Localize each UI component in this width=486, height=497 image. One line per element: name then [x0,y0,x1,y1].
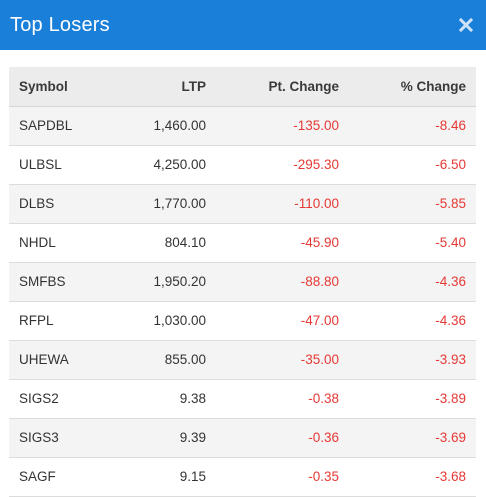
cell-pt-change: -45.90 [216,223,349,263]
table-row[interactable]: UHEWA 855.00 -35.00 -3.93 [9,340,476,380]
cell-ltp: 1,030.00 [109,301,216,341]
modal-header: Top Losers [0,0,486,50]
cell-symbol[interactable]: NHDL [9,223,109,263]
column-header-symbol[interactable]: Symbol [9,67,109,107]
cell-pt-change: -0.36 [216,418,349,458]
table-row[interactable]: SIGS3 9.39 -0.36 -3.69 [9,418,476,458]
column-header-ltp[interactable]: LTP [109,67,216,107]
cell-ltp: 1,460.00 [109,106,216,146]
cell-pct-change: -6.50 [349,145,476,185]
column-header-pct-change[interactable]: % Change [349,67,476,107]
cell-pct-change: -3.93 [349,340,476,380]
column-header-pt-change[interactable]: Pt. Change [216,67,349,107]
cell-pct-change: -5.85 [349,184,476,224]
table-row[interactable]: SMFBS 1,950.20 -88.80 -4.36 [9,262,476,302]
table-row[interactable]: SAPDBL 1,460.00 -135.00 -8.46 [9,106,476,146]
cell-pt-change: -35.00 [216,340,349,380]
cell-pt-change: -0.38 [216,379,349,419]
table-row[interactable]: SAGF 9.15 -0.35 -3.68 [9,457,476,497]
cell-pt-change: -0.35 [216,457,349,497]
cell-pct-change: -4.36 [349,301,476,341]
cell-ltp: 1,950.20 [109,262,216,302]
cell-pt-change: -135.00 [216,106,349,146]
cell-pt-change: -110.00 [216,184,349,224]
table-row[interactable]: RFPL 1,030.00 -47.00 -4.36 [9,301,476,341]
modal-title: Top Losers [10,13,110,36]
cell-pt-change: -295.30 [216,145,349,185]
cell-symbol[interactable]: SMFBS [9,262,109,302]
table-row[interactable]: ULBSL 4,250.00 -295.30 -6.50 [9,145,476,185]
close-button[interactable] [456,15,476,35]
table-body: SAPDBL 1,460.00 -135.00 -8.46 ULBSL 4,250.00-… [9,106,476,497]
cell-symbol[interactable]: SIGS3 [9,418,109,458]
cell-ltp: 9.39 [109,418,216,458]
table-header: Symbol LTP Pt. Change % Change [9,67,476,107]
table-row[interactable]: DLBS 1,770.00 -110.00 -5.85 [9,184,476,224]
cell-pct-change: -4.36 [349,262,476,302]
close-icon [459,18,473,32]
top-losers-table-container: Symbol LTP Pt. Change % Change SAPDBL 1,4… [9,67,476,497]
cell-symbol[interactable]: ULBSL [9,145,109,185]
cell-ltp: 855.00 [109,340,216,380]
cell-ltp: 9.15 [109,457,216,497]
table-row[interactable]: SIGS2 9.38 -0.38 -3.89 [9,379,476,419]
cell-symbol[interactable]: RFPL [9,301,109,341]
cell-pt-change: -88.80 [216,262,349,302]
table-header-row: Symbol LTP Pt. Change % Change [9,67,476,107]
cell-symbol[interactable]: SIGS2 [9,379,109,419]
cell-pct-change: -3.68 [349,457,476,497]
cell-ltp: 9.38 [109,379,216,419]
cell-ltp: 1,770.00 [109,184,216,224]
cell-symbol[interactable]: DLBS [9,184,109,224]
table-row[interactable]: NHDL 804.10 -45.90 -5.40 [9,223,476,263]
cell-pct-change: -3.89 [349,379,476,419]
cell-pct-change: -8.46 [349,106,476,146]
cell-ltp: 4,250.00 [109,145,216,185]
cell-symbol[interactable]: UHEWA [9,340,109,380]
cell-symbol[interactable]: SAPDBL [9,106,109,146]
cell-pct-change: -3.69 [349,418,476,458]
cell-ltp: 804.10 [109,223,216,263]
cell-symbol[interactable]: SAGF [9,457,109,497]
cell-pct-change: -5.40 [349,223,476,263]
top-losers-table: Symbol LTP Pt. Change % Change SAPDBL 1,4… [9,67,476,497]
cell-pt-change: -47.00 [216,301,349,341]
